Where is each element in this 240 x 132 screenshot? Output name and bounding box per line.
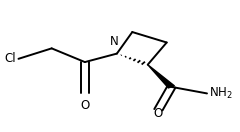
Text: O: O — [80, 99, 90, 112]
Polygon shape — [148, 65, 174, 88]
Text: NH$_2$: NH$_2$ — [209, 86, 233, 101]
Text: O: O — [154, 107, 163, 120]
Text: N: N — [110, 35, 119, 48]
Text: Cl: Cl — [5, 52, 16, 65]
